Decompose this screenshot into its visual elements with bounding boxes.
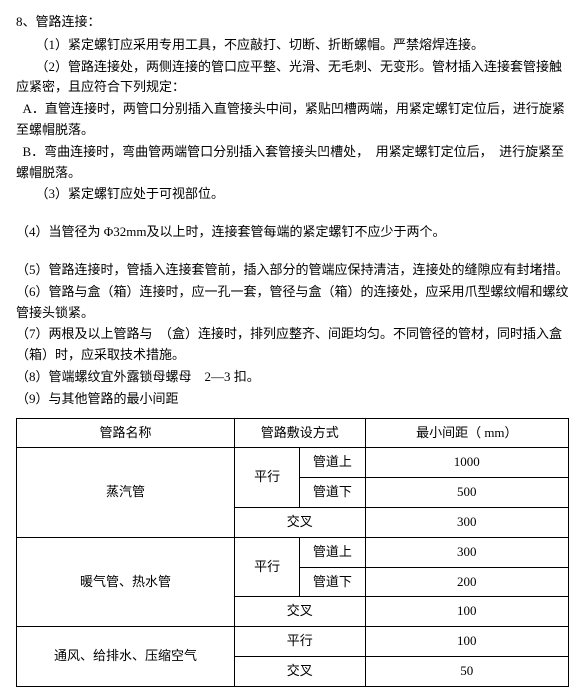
spacer [16, 244, 569, 260]
text-line: （1）紧定螺钉应采用专用工具，不应敲打、切断、折断螺帽。严禁熔焊连接。 [16, 35, 569, 56]
text-line: （5）管路连接时，管插入连接套管前，插入部分的管端应保持清洁，连接处的缝隙应有封… [16, 260, 569, 281]
cell-dist: 200 [365, 567, 568, 597]
table-row: 通风、给排水、压缩空气 平行 100 [17, 627, 569, 657]
text-line: B．弯曲连接时，弯曲管两端管口分别插入套管接头凹槽处， 用紧定螺钉定位后， 进行… [16, 142, 569, 184]
text-line: （3）紧定螺钉应处于可视部位。 [16, 184, 569, 205]
table-row: 暖气管、热水管 平行 管道上 300 [17, 537, 569, 567]
cell-dist: 500 [365, 478, 568, 508]
cell-layout-a: 平行 [234, 448, 299, 508]
cell-dist: 50 [365, 656, 568, 686]
cell-dist: 100 [365, 597, 568, 627]
clearance-table: 管路名称 管路敷设方式 最小间距（ mm） 蒸汽管 平行 管道上 1000 管道… [16, 418, 569, 687]
cell-dist: 300 [365, 507, 568, 537]
text-line: （6）管路与盒（箱）连接时，应一孔一套，管径与盒（箱）的连接处，应采用爪型螺纹帽… [16, 282, 569, 324]
table-row: 蒸汽管 平行 管道上 1000 [17, 448, 569, 478]
spacer [16, 206, 569, 222]
section-heading: 8、管路连接： [16, 12, 569, 33]
text-line: A．直管连接时，两管口分别插入直管接头中间，紧贴凹槽两端，用紧定螺钉定位后，进行… [16, 99, 569, 141]
cell-dist: 300 [365, 537, 568, 567]
cell-layout-b: 管道下 [300, 478, 365, 508]
col-header-layout: 管路敷设方式 [234, 418, 365, 448]
cell-dist: 1000 [365, 448, 568, 478]
cell-layout-a: 平行 [234, 537, 299, 597]
cell-layout-a: 交叉 [234, 507, 365, 537]
cell-name: 蒸汽管 [17, 448, 235, 537]
text-line: （8）管端螺纹宜外露锁母螺母 2—3 扣。 [16, 367, 569, 388]
text-line: （2）管路连接处，两侧连接的管口应平整、光滑、无毛刺、无变形。管材插入连接套管接… [16, 57, 569, 99]
text-line: （7）两根及以上管路与 （盒）连接时，排列应整齐、间距均匀。不同管径的管材，同时… [16, 324, 569, 366]
cell-layout-b: 管道下 [300, 567, 365, 597]
col-header-dist: 最小间距（ mm） [365, 418, 568, 448]
cell-layout-a: 交叉 [234, 597, 365, 627]
text-line: （4）当管径为 Φ32mm及以上时，连接套管每端的紧定螺钉不应少于两个。 [16, 222, 569, 243]
cell-name: 暖气管、热水管 [17, 537, 235, 626]
cell-dist: 100 [365, 627, 568, 657]
cell-layout-b: 管道上 [300, 537, 365, 567]
text-line: （9）与其他管路的最小间距 [16, 389, 569, 410]
cell-layout-b: 管道上 [300, 448, 365, 478]
col-header-name: 管路名称 [17, 418, 235, 448]
cell-layout-a: 交叉 [234, 656, 365, 686]
cell-name: 通风、给排水、压缩空气 [17, 627, 235, 687]
cell-layout-a: 平行 [234, 627, 365, 657]
